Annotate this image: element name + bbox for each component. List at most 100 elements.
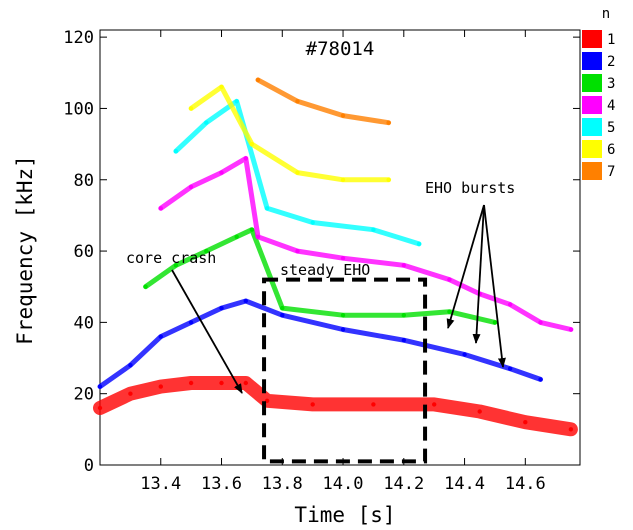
series-1-point bbox=[97, 405, 103, 411]
series-7-trace bbox=[255, 77, 392, 126]
series-2-point bbox=[507, 366, 513, 371]
chart-title: #78014 bbox=[306, 38, 375, 60]
eho-burst-arrow-2 bbox=[472, 204, 485, 344]
steady-eho-box bbox=[262, 277, 428, 464]
series-3-point bbox=[340, 313, 346, 318]
x-tick-label: 13.4 bbox=[140, 474, 181, 494]
series-2-point bbox=[243, 298, 248, 304]
legend-swatch-3 bbox=[582, 74, 602, 92]
series-4-point bbox=[243, 156, 248, 161]
series-1-point bbox=[568, 427, 574, 432]
eho-burst-arrow-3 bbox=[483, 204, 506, 368]
core-crash-arrow bbox=[171, 269, 243, 394]
series-1-point bbox=[158, 384, 163, 389]
y-tick-label: 100 bbox=[63, 99, 94, 119]
series-2-point bbox=[188, 320, 194, 325]
series-6-point bbox=[386, 177, 391, 182]
x-tick-label: 14.0 bbox=[323, 474, 364, 494]
arrows-layer bbox=[171, 204, 506, 394]
legend-label-7: 7 bbox=[607, 164, 615, 180]
series-2-trace bbox=[97, 298, 543, 390]
series-6-point bbox=[340, 177, 346, 182]
series-1-point bbox=[477, 409, 482, 414]
annotation-steady-eho: steady EHO bbox=[280, 261, 370, 279]
series-2-point bbox=[128, 363, 133, 368]
legend-swatch-1 bbox=[582, 30, 602, 48]
legend: n 1 2 3 4 5 6 7 bbox=[582, 6, 615, 180]
series-1-point bbox=[128, 391, 133, 396]
series-7-point bbox=[295, 99, 300, 104]
y-tick-label: 60 bbox=[74, 242, 94, 262]
y-axis-label: Frequency [kHz] bbox=[13, 155, 37, 345]
series-3-point bbox=[280, 305, 285, 311]
series-2-point bbox=[280, 313, 285, 318]
series-3-point bbox=[447, 309, 452, 314]
legend-swatch-5 bbox=[582, 118, 602, 136]
x-tick-label: 14.6 bbox=[505, 474, 546, 494]
legend-swatch-7 bbox=[582, 162, 602, 180]
series-3-trace bbox=[143, 227, 498, 325]
series-4-point bbox=[295, 248, 300, 254]
legend-label-1: 1 bbox=[607, 32, 615, 48]
legend-swatch-4 bbox=[582, 96, 602, 114]
series-3-point bbox=[401, 313, 406, 318]
series-1-point bbox=[432, 402, 437, 407]
x-tick-label: 14.4 bbox=[444, 474, 485, 494]
series-6-point bbox=[219, 84, 224, 90]
series-4-point bbox=[447, 277, 452, 282]
y-tick-label: 80 bbox=[74, 171, 94, 191]
series-4-point bbox=[255, 234, 261, 239]
series-5-point bbox=[173, 149, 179, 154]
series-6-point bbox=[295, 170, 300, 175]
series-2-point bbox=[340, 327, 346, 332]
series-4-point bbox=[401, 263, 406, 268]
series-1-point bbox=[310, 402, 315, 407]
series-2-point bbox=[462, 352, 467, 357]
series-2-point bbox=[538, 377, 543, 382]
series-4-point bbox=[340, 256, 346, 261]
series-5-point bbox=[264, 206, 270, 211]
series-3-point bbox=[234, 234, 239, 239]
series-5-point bbox=[416, 241, 422, 247]
y-tick-label: 0 bbox=[84, 456, 94, 476]
series-2-point bbox=[401, 338, 406, 343]
legend-label-6: 6 bbox=[607, 142, 615, 158]
series-3-point bbox=[143, 284, 148, 289]
plot-area bbox=[99, 29, 581, 466]
series-4-point bbox=[188, 184, 194, 190]
series-2-point bbox=[219, 305, 224, 311]
legend-swatch-6 bbox=[582, 140, 602, 158]
series-4-point bbox=[219, 170, 224, 175]
annotation-core-crash: core crash bbox=[126, 249, 216, 267]
series-1-point bbox=[243, 380, 248, 386]
points-layer bbox=[93, 77, 578, 437]
series-6-point bbox=[249, 141, 255, 147]
legend-label-4: 4 bbox=[607, 98, 615, 114]
series-4-point bbox=[538, 320, 543, 325]
legend-label-5: 5 bbox=[607, 120, 615, 136]
series-5-point bbox=[310, 220, 315, 225]
y-tick-label: 120 bbox=[63, 28, 94, 48]
series-5-point bbox=[371, 227, 376, 232]
series-2-point bbox=[158, 334, 163, 339]
series-5-point bbox=[234, 99, 239, 104]
series-5-point bbox=[204, 120, 209, 125]
series-1-point bbox=[523, 420, 528, 425]
eho-burst-arrow-1 bbox=[446, 204, 485, 329]
x-axis-label: Time [s] bbox=[294, 503, 395, 527]
series-4-point bbox=[158, 206, 163, 211]
series-2-point bbox=[97, 384, 103, 389]
series-3-point bbox=[249, 227, 255, 232]
legend-label-2: 2 bbox=[607, 54, 615, 70]
series-3-point bbox=[204, 248, 209, 254]
legend-swatch-2 bbox=[582, 52, 602, 70]
series-3-point bbox=[492, 320, 498, 325]
series-7-point bbox=[255, 77, 261, 83]
series-6-point bbox=[188, 106, 194, 111]
annotation-eho-bursts: EHO bursts bbox=[425, 179, 515, 197]
series-1-point bbox=[371, 402, 376, 407]
ticks-layer: 13.4 13.6 13.8 14.0 14.2 14.4 14.6 0 20 40 60 80 100… bbox=[63, 28, 580, 494]
series-7-point bbox=[386, 120, 391, 125]
x-tick-label: 13.6 bbox=[201, 474, 242, 494]
